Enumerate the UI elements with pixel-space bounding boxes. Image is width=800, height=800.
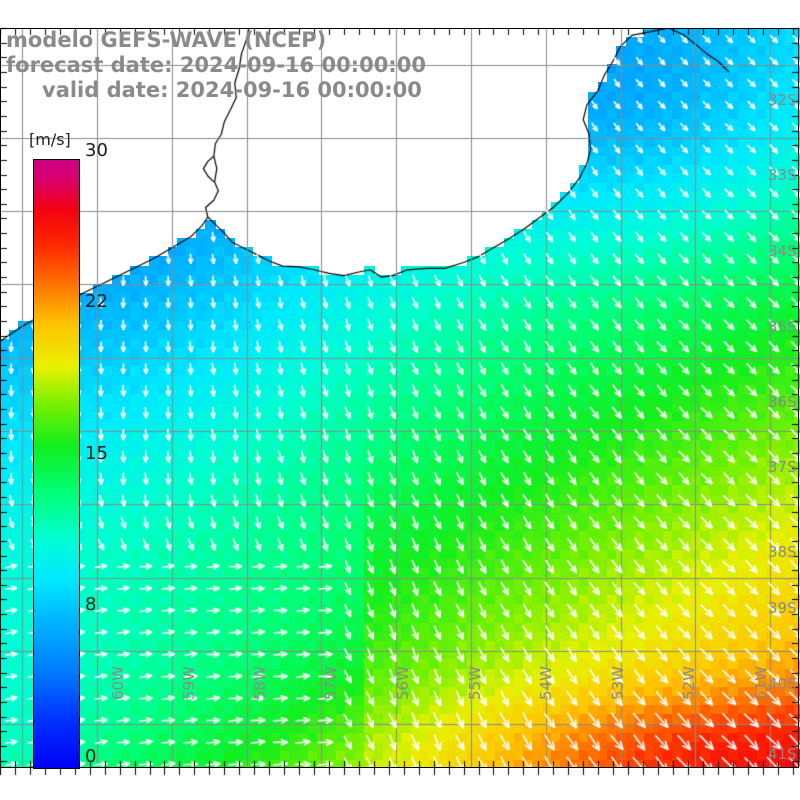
lon-label: 52W	[680, 666, 698, 700]
lat-label: 36S	[768, 393, 797, 411]
lon-label: 53W	[609, 666, 627, 700]
lon-label: 55W	[466, 666, 484, 700]
lat-label: 39S	[768, 599, 797, 617]
lat-label: 38S	[768, 543, 797, 561]
lon-label: 56W	[394, 666, 412, 700]
colorbar-tick-8: 8	[85, 594, 97, 615]
colorbar-tick-22: 22	[85, 291, 108, 312]
lat-label: 41S	[768, 745, 797, 763]
lon-label: 51W	[752, 666, 770, 700]
lon-label: 58W	[251, 666, 269, 700]
colorbar-tick-30: 30	[85, 140, 108, 161]
lat-label: 34S	[768, 242, 797, 260]
colorbar-gradient	[33, 159, 80, 769]
lat-label: 40S	[768, 675, 797, 693]
lon-label: 57W	[322, 666, 340, 700]
colorbar	[33, 159, 80, 769]
wind-direction-arrows	[0, 28, 800, 768]
colorbar-unit-label: [m/s]	[29, 130, 71, 149]
lat-label: 33S	[768, 166, 797, 184]
colorbar-tick-0: 0	[85, 746, 97, 767]
lat-label: 35S	[768, 318, 797, 336]
lon-label: 60W	[109, 666, 127, 700]
colorbar-tick-15: 15	[85, 443, 108, 464]
lon-label: 59W	[180, 666, 198, 700]
lat-label: 32S	[768, 91, 797, 109]
lat-label: 37S	[768, 458, 797, 476]
map-plot-area	[0, 28, 800, 768]
lon-label: 54W	[537, 666, 555, 700]
